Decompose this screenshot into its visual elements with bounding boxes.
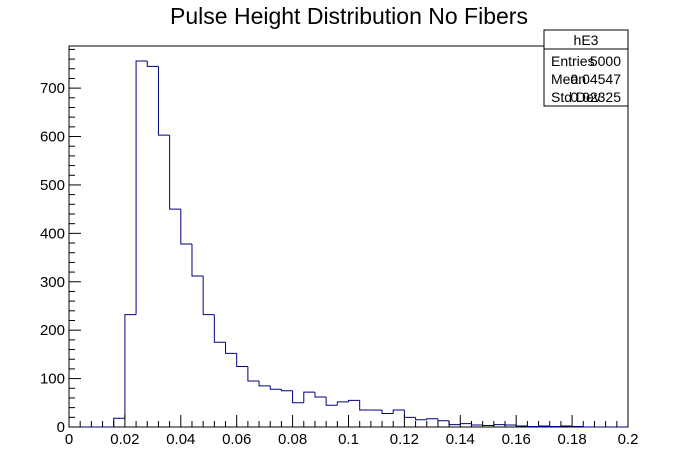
histogram-bin <box>124 314 137 419</box>
x-tick-label: 0.18 <box>557 431 586 448</box>
histogram-bin <box>113 417 125 427</box>
stats-entries-value: 5000 <box>590 53 621 69</box>
x-axis: 0 0.02 0.04 0.06 0.08 0.1 0.12 0.14 0.16 0.18 0.2 <box>65 415 639 448</box>
histogram-bin <box>403 410 416 418</box>
stats-box: hE3 Entries 5000 Mean 0.04547 Std Dev 0.… <box>543 29 629 107</box>
y-tick-label: 400 <box>40 225 65 242</box>
chart-title: Pulse Height Distribution No Fibers <box>170 3 528 29</box>
y-axis: 0 100 200 300 400 500 600 700 <box>40 48 81 436</box>
histogram-bin <box>359 400 371 411</box>
histogram-bin <box>415 417 427 421</box>
y-tick-label: 500 <box>40 177 65 194</box>
histogram-bin <box>470 423 483 426</box>
x-tick-label: 0.06 <box>222 431 251 448</box>
histogram-bin <box>169 135 181 210</box>
histogram-bin <box>381 410 394 414</box>
histogram-bin <box>336 401 349 406</box>
histogram-bin <box>426 418 438 420</box>
x-tick-label: 0.14 <box>446 431 475 448</box>
histogram-bin <box>348 399 360 402</box>
histogram-bin <box>135 60 148 315</box>
histogram-bin <box>180 209 192 245</box>
stats-box-name: hE3 <box>574 32 599 48</box>
histogram-bin <box>325 396 338 406</box>
histogram-bin <box>225 342 237 354</box>
y-tick-label: 100 <box>40 371 65 388</box>
stats-mean-label: Mean <box>551 71 586 87</box>
histogram-bin <box>448 420 461 426</box>
stats-mean-value: 0.04547 <box>570 71 621 87</box>
histogram-bin <box>280 389 293 392</box>
histogram-bin <box>247 366 260 382</box>
histogram-bin <box>258 381 271 387</box>
x-tick-label: 0.02 <box>110 431 139 448</box>
stats-stddev-value: 0.02325 <box>570 89 621 105</box>
x-tick-label: 0.16 <box>502 431 531 448</box>
x-tick-label: 0.12 <box>390 431 419 448</box>
x-tick-label: 0.08 <box>278 431 307 448</box>
histogram-bin <box>191 244 204 277</box>
histogram-bin <box>236 353 248 367</box>
histogram-bin <box>392 409 405 414</box>
histogram-bin <box>202 275 215 316</box>
histogram-bin <box>157 66 170 136</box>
x-tick-label: 0 <box>65 431 73 448</box>
histogram-bin <box>269 385 282 390</box>
histogram-bin <box>459 423 472 425</box>
histogram-bin <box>292 390 304 404</box>
x-tick-label: 0.04 <box>166 431 195 448</box>
histogram-bin <box>213 314 226 343</box>
histogram-bin <box>493 424 506 426</box>
y-tick-label: 300 <box>40 274 65 291</box>
histogram-bin <box>314 392 327 398</box>
histogram-bin <box>437 418 450 422</box>
y-tick-label: 0 <box>57 419 65 436</box>
stats-stddev-label: Std Dev <box>551 89 601 105</box>
y-tick-label: 700 <box>40 80 65 97</box>
stats-entries-label: Entries <box>551 53 595 69</box>
histogram-bin <box>515 425 528 427</box>
x-tick-label: 0.2 <box>618 431 639 448</box>
x-tick-label: 0.1 <box>338 431 359 448</box>
histogram-bin <box>303 391 315 403</box>
y-tick-label: 600 <box>40 129 65 146</box>
y-tick-label: 200 <box>40 322 65 339</box>
histogram-bin <box>146 61 159 67</box>
